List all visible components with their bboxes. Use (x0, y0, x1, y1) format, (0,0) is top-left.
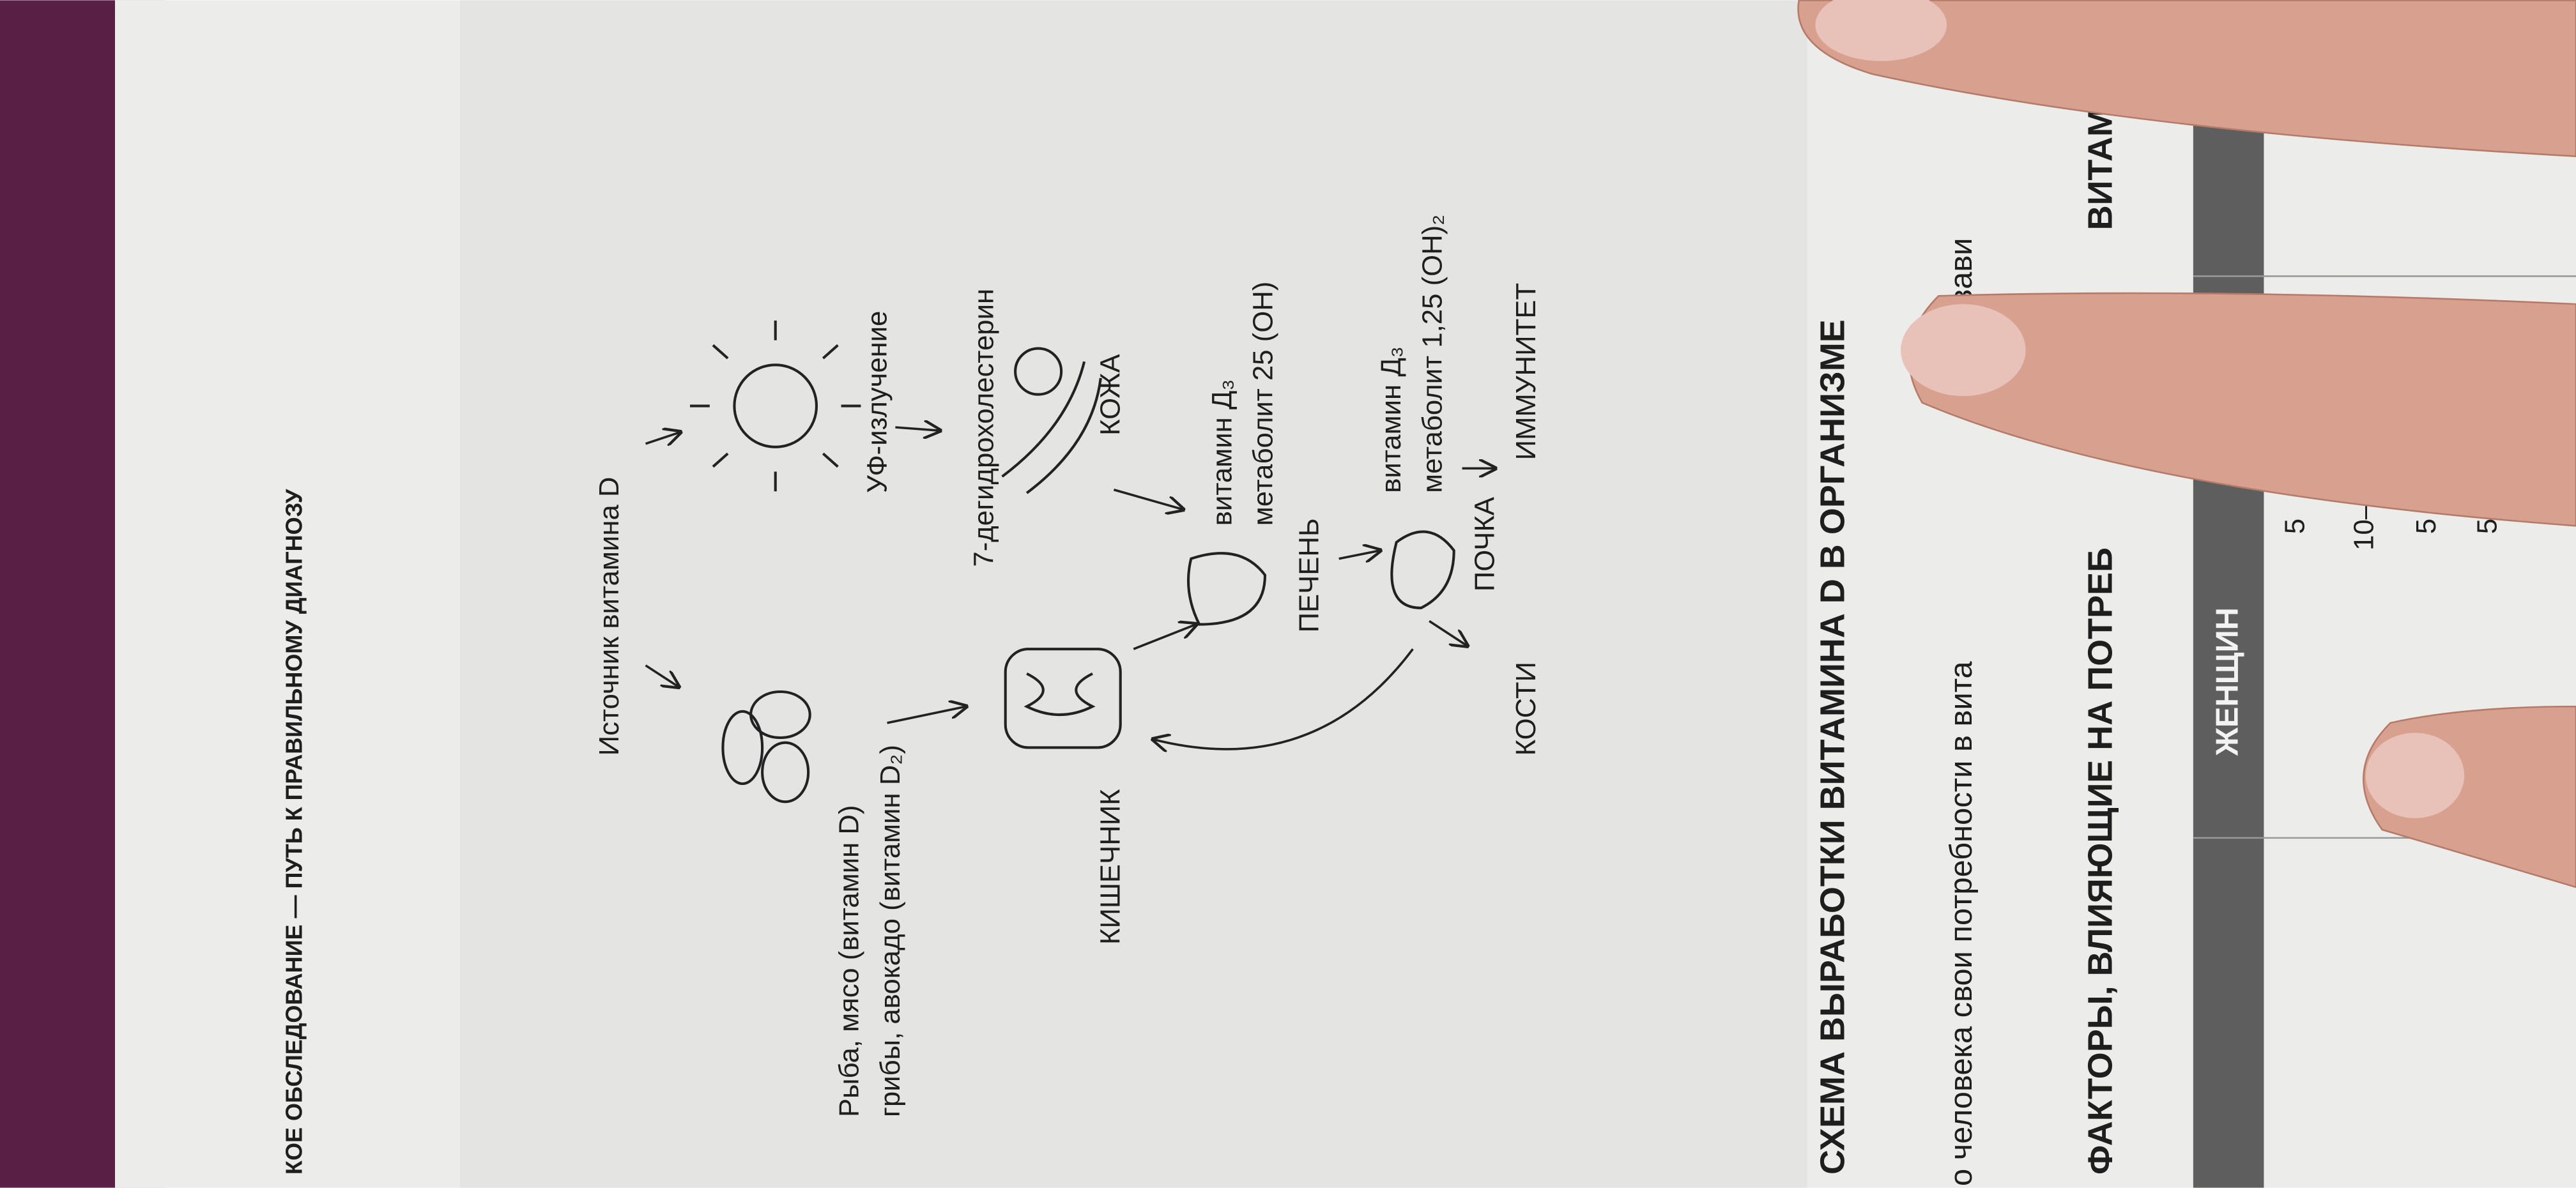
liver-icon (1186, 552, 1267, 626)
sun-icon (690, 320, 861, 492)
fingernails (1815, 0, 2465, 818)
metabolite-label: витамин Д₃ (1206, 379, 1238, 526)
organ-label: ИММУНИТЕТ (1510, 283, 1542, 461)
food-label: Рыба, мясо (витамин D) (834, 805, 865, 1117)
table-cell: 5 (2279, 519, 2310, 534)
organ-label: ПЕЧЕНЬ (1294, 518, 1325, 632)
metabolite-label: метаболит 25 (OH) (1248, 282, 1279, 526)
table-header-bar (2193, 0, 2264, 1188)
metabolite-label: метаболит 1,25 (OH)₂ (1416, 215, 1448, 493)
organ-label: КИШЕЧНИК (1094, 789, 1126, 945)
food-icon (721, 690, 811, 803)
paragraph: о человека свои потребности в вита (1944, 660, 1979, 1186)
table-cell: 5 (2471, 519, 2503, 534)
organ-label: КОСТИ (1510, 662, 1542, 756)
running-title: КОЕ ОБСЛЕДОВАНИЕ — ПУТЬ К ПРАВИЛЬНОМУ ДИ… (280, 489, 307, 1175)
uv-label: УФ-излучение (861, 311, 893, 493)
metabolite-label: витамин Д₃ (1376, 346, 1407, 493)
table-header: ЖЕНЩИН (2210, 607, 2244, 756)
factors-title: ВИТАМ (2082, 108, 2120, 230)
food-label: грибы, авокадо (витамин D₂) (875, 745, 906, 1117)
arrows (645, 427, 1495, 749)
kidney-icon (1390, 530, 1455, 609)
paper-shade (460, 0, 1807, 1188)
intestine-icon (1004, 648, 1122, 749)
source-title: Источник витамина D (594, 477, 625, 756)
organ-label: КОЖА (1094, 354, 1126, 436)
table-cell: 5 (2411, 519, 2442, 534)
section-title: СХЕМА ВЫРАБОТКИ ВИТАМИНА D В ОРГАНИЗМЕ (1814, 319, 1852, 1175)
skin-icon (1001, 347, 1102, 494)
fingers (1797, 0, 2576, 888)
organ-label: ПОЧКА (1469, 496, 1501, 591)
precursor-label: 7-дегидрохолестерин (968, 289, 999, 567)
factors-title: ФАКТОРЫ, ВЛИЯЮЩИЕ НА ПОТРЕБ (2082, 547, 2120, 1175)
